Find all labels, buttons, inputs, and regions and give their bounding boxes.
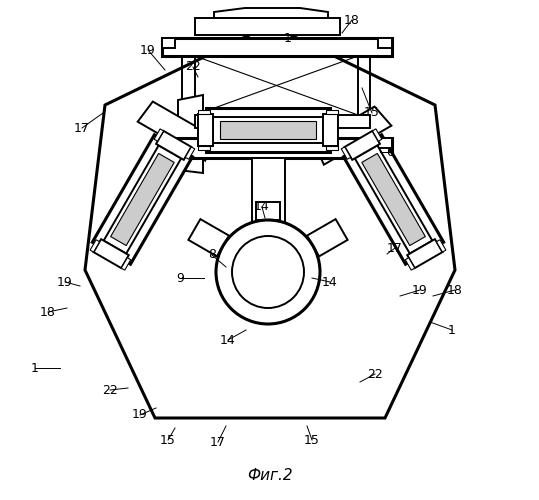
Polygon shape [326,146,338,150]
Text: 18: 18 [447,284,463,296]
Text: 1: 1 [448,324,456,336]
Polygon shape [90,240,100,252]
Polygon shape [407,239,443,268]
Polygon shape [195,115,370,128]
Text: 1: 1 [284,32,292,44]
Text: 1: 1 [31,362,39,374]
Text: 22: 22 [102,384,118,396]
Text: 18: 18 [40,306,56,318]
Polygon shape [198,146,210,150]
Text: 15: 15 [304,434,320,446]
Text: Фиг.2: Фиг.2 [247,468,293,483]
Polygon shape [185,147,195,160]
Polygon shape [437,240,446,252]
Text: 15: 15 [364,106,380,120]
Polygon shape [343,135,444,264]
Polygon shape [213,117,323,143]
Polygon shape [178,95,203,173]
Polygon shape [154,129,163,141]
Polygon shape [162,38,175,48]
Polygon shape [206,108,330,152]
Polygon shape [405,258,414,270]
Polygon shape [378,38,392,48]
Polygon shape [94,239,129,268]
Text: 19: 19 [140,44,156,57]
Circle shape [232,236,304,308]
Polygon shape [162,38,392,56]
Polygon shape [189,219,229,256]
Text: 15: 15 [160,434,176,446]
Polygon shape [372,129,382,141]
Text: 14: 14 [322,276,338,288]
Polygon shape [252,158,285,225]
Polygon shape [341,147,351,160]
Polygon shape [195,18,340,35]
Text: 22: 22 [367,368,383,380]
Text: 17: 17 [74,122,90,134]
Polygon shape [323,114,338,146]
Text: 19: 19 [57,276,73,288]
Polygon shape [307,219,348,256]
Polygon shape [92,135,192,264]
Text: 6: 6 [386,146,394,158]
Polygon shape [198,114,213,146]
Polygon shape [314,106,391,164]
Polygon shape [198,110,210,114]
Polygon shape [110,154,174,246]
Polygon shape [121,258,131,270]
Polygon shape [355,146,432,254]
Polygon shape [345,131,380,160]
Polygon shape [378,138,392,148]
Polygon shape [214,8,328,18]
Text: 17: 17 [387,242,403,254]
Polygon shape [137,102,213,160]
Polygon shape [85,25,455,418]
Text: 14: 14 [220,334,236,346]
Circle shape [216,220,320,324]
Text: 14: 14 [254,200,270,213]
Text: 22: 22 [185,60,201,74]
Polygon shape [220,121,316,139]
Polygon shape [103,146,181,254]
Text: 19: 19 [132,408,148,422]
Text: 8: 8 [208,248,216,262]
Polygon shape [156,131,191,160]
Polygon shape [162,138,392,158]
Polygon shape [256,202,280,220]
Polygon shape [326,110,338,114]
Text: 17: 17 [210,436,226,448]
Polygon shape [162,138,175,148]
Polygon shape [362,154,425,246]
Text: 18: 18 [344,14,360,26]
Text: 9: 9 [176,272,184,284]
Text: 19: 19 [412,284,428,296]
